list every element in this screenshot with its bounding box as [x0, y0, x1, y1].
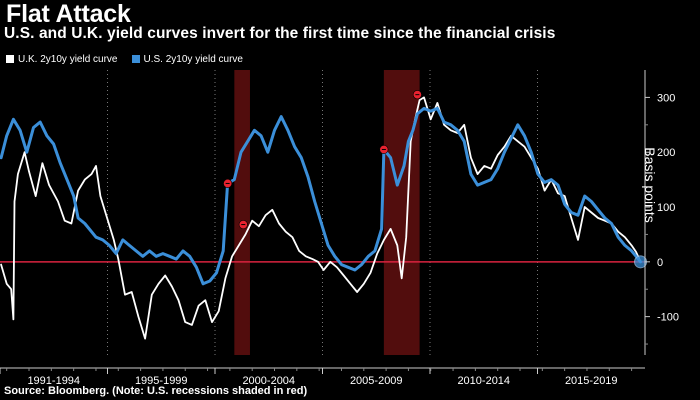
tick-labels: 300 200 100 0 -100 1991-1994 1995-1999 2000-200… [0, 92, 679, 387]
legend-label-uk: U.K. 2y10y yield curve [18, 53, 118, 65]
vertical-gridlines [107, 70, 538, 355]
chart-title: Flat Attack [6, 0, 131, 28]
y-tick-label-100: 100 [657, 202, 675, 214]
inversion-markers [223, 90, 648, 269]
legend-label-us: U.S. 2y10y yield curve [143, 53, 244, 65]
series-line-uk [0, 96, 642, 340]
y-tick-label-200: 200 [657, 147, 675, 159]
legend-swatch-us [131, 55, 140, 63]
legend-item-us: U.S. 2y10y yield curve [131, 53, 244, 65]
chart-subtitle: U.S. and U.K. yield curves invert for th… [4, 25, 556, 42]
legend: U.K. 2y10y yield curve U.S. 2y10y yield … [6, 52, 257, 66]
x-tick-label-4: 2005-2009 [350, 375, 403, 387]
recession-band-1 [234, 70, 250, 355]
y-tick-label--100: -100 [657, 312, 679, 324]
x-tick-label-2: 1995-1999 [135, 375, 188, 387]
series-line-us [0, 106, 642, 286]
legend-item-uk: U.K. 2y10y yield curve [6, 54, 118, 65]
source-note: Source: Bloomberg. (Note: U.S. recession… [4, 385, 308, 397]
x-tick-label-5: 2010-2014 [457, 375, 510, 387]
x-tick-label-6: 2015-2019 [565, 375, 618, 387]
y-tick-label-0: 0 [657, 257, 663, 269]
y-tick-label-300: 300 [657, 92, 675, 104]
y-axis-label: Basis points [642, 147, 658, 223]
recession-band-2 [383, 70, 420, 355]
legend-swatch-uk [6, 55, 14, 63]
x-tick-label-3: 2000-2004 [242, 375, 295, 387]
series-lines [0, 96, 642, 340]
x-tick-label-1: 1991-1994 [27, 375, 80, 387]
recession-bands [234, 70, 420, 355]
